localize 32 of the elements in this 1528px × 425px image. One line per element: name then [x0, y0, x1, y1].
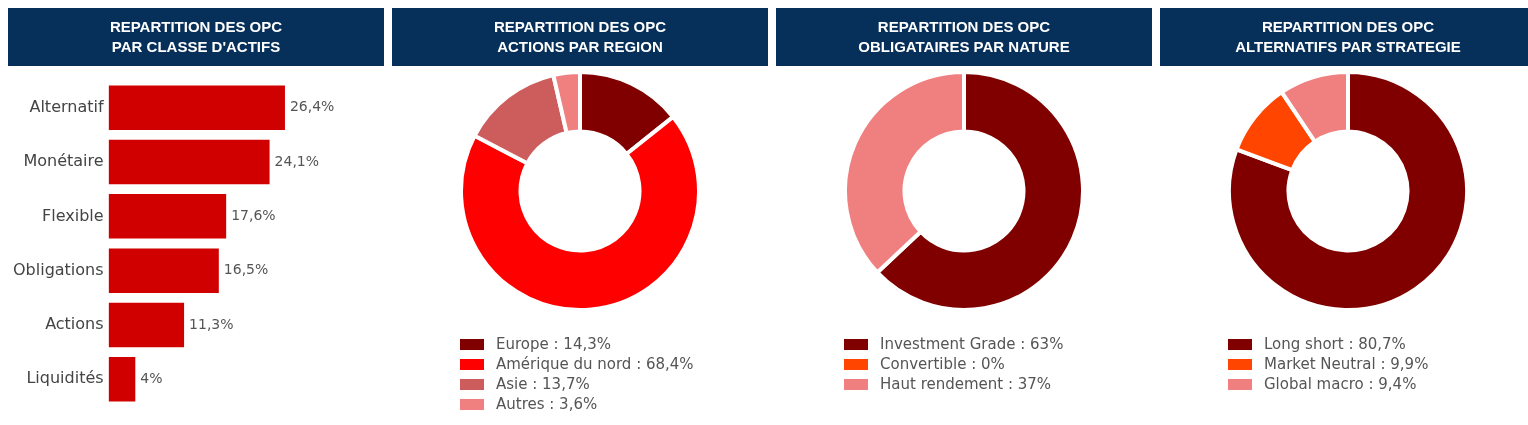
chart-title: REPARTITION DES OPC PAR CLASSE D'ACTIFS — [8, 8, 384, 66]
bar — [108, 85, 285, 131]
data-label: 26,4% — [289, 98, 335, 115]
bar — [108, 248, 219, 293]
bar — [108, 302, 185, 348]
legend-label: Asie : 13,7% — [496, 375, 590, 393]
data-label: 24,1% — [274, 152, 320, 169]
chart-title: REPARTITION DES OPC OBLIGATAIRES PAR NATURE — [776, 8, 1152, 66]
y-tick-label: Obligations — [12, 259, 104, 279]
legend-label: Amérique du nord : 68,4% — [496, 355, 694, 373]
legend-label: Europe : 14,3% — [496, 335, 611, 353]
data-label: 17,6% — [231, 206, 276, 223]
data-label: 16,5% — [223, 261, 269, 278]
bar — [108, 194, 227, 239]
legend-label: Long short : 80,7% — [1264, 335, 1406, 353]
bar — [108, 356, 136, 402]
bar — [108, 139, 270, 185]
legend-label: Market Neutral : 9,9% — [1264, 355, 1429, 373]
chart-title: REPARTITION DES OPC ACTIONS PAR REGION — [392, 8, 768, 66]
legend-label: Global macro : 9,4% — [1264, 375, 1417, 393]
y-tick-label: Actions — [45, 314, 104, 334]
chart-title: REPARTITION DES OPC ALTERNATIFS PAR STRATEGIE — [1160, 8, 1528, 66]
legend-label: Convertible : 0% — [880, 355, 1005, 373]
y-tick-label: Liquidités — [26, 368, 104, 388]
data-label: 4% — [140, 369, 163, 386]
legend-label: Haut rendement : 37% — [880, 375, 1052, 393]
y-tick-label: Alternatif — [29, 96, 104, 116]
y-tick-label: Monétaire — [23, 151, 104, 171]
legend-label: Investment Grade : 63% — [880, 335, 1064, 353]
data-label: 11,3% — [189, 315, 234, 332]
y-tick-label: Flexible — [42, 205, 104, 225]
legend-label: Autres : 3,6% — [496, 395, 598, 413]
